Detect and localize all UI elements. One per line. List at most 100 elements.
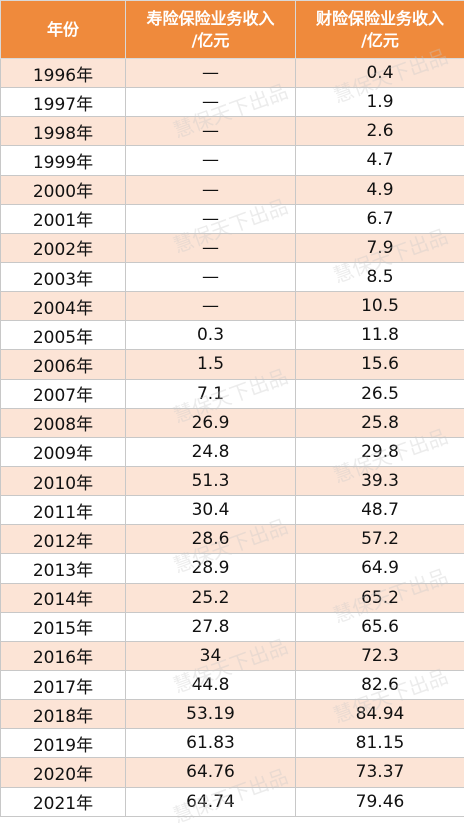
- header-text: 寿险保险业务收入: [126, 8, 295, 30]
- value-cell: 28.9: [126, 554, 296, 583]
- year-cell: 1999年: [1, 146, 126, 175]
- value-cell: —: [126, 292, 296, 321]
- value-cell: 73.37: [296, 758, 464, 787]
- year-cell: 2003年: [1, 262, 126, 291]
- year-cell: 1998年: [1, 117, 126, 146]
- value-cell: —: [126, 88, 296, 117]
- header-cell: 寿险保险业务收入/亿元: [126, 1, 296, 59]
- year-cell: 2004年: [1, 292, 126, 321]
- year-cell: 2001年: [1, 204, 126, 233]
- value-cell: 39.3: [296, 466, 464, 495]
- year-cell: 2015年: [1, 612, 126, 641]
- value-cell: 7.1: [126, 379, 296, 408]
- table-row: 1998年—2.6: [1, 117, 464, 146]
- year-cell: 2021年: [1, 787, 126, 816]
- value-cell: 6.7: [296, 204, 464, 233]
- value-cell: 53.19: [126, 700, 296, 729]
- table-row: 2001年—6.7: [1, 204, 464, 233]
- value-cell: 64.74: [126, 787, 296, 816]
- year-cell: 2008年: [1, 408, 126, 437]
- year-cell: 2009年: [1, 437, 126, 466]
- value-cell: 10.5: [296, 292, 464, 321]
- value-cell: 25.2: [126, 583, 296, 612]
- value-cell: —: [126, 59, 296, 88]
- value-cell: 29.8: [296, 437, 464, 466]
- value-cell: 65.2: [296, 583, 464, 612]
- year-cell: 2011年: [1, 496, 126, 525]
- value-cell: 1.5: [126, 350, 296, 379]
- value-cell: 1.9: [296, 88, 464, 117]
- header-text: 年份: [1, 19, 125, 41]
- year-cell: 2006年: [1, 350, 126, 379]
- value-cell: 4.7: [296, 146, 464, 175]
- header-cell: 年份: [1, 1, 126, 59]
- value-cell: 0.4: [296, 59, 464, 88]
- year-cell: 2013年: [1, 554, 126, 583]
- value-cell: 4.9: [296, 175, 464, 204]
- value-cell: 61.83: [126, 729, 296, 758]
- value-cell: 72.3: [296, 641, 464, 670]
- value-cell: 65.6: [296, 612, 464, 641]
- year-cell: 2007年: [1, 379, 126, 408]
- value-cell: 11.8: [296, 321, 464, 350]
- value-cell: 51.3: [126, 466, 296, 495]
- value-cell: 25.8: [296, 408, 464, 437]
- table-row: 1996年—0.4: [1, 59, 464, 88]
- year-cell: 1997年: [1, 88, 126, 117]
- table-row: 1997年—1.9: [1, 88, 464, 117]
- year-cell: 1996年: [1, 59, 126, 88]
- value-cell: 2.6: [296, 117, 464, 146]
- year-cell: 2012年: [1, 525, 126, 554]
- header-text: /亿元: [296, 30, 464, 52]
- value-cell: 44.8: [126, 670, 296, 699]
- value-cell: 24.8: [126, 437, 296, 466]
- value-cell: 48.7: [296, 496, 464, 525]
- header-text: 财险保险业务收入: [296, 8, 464, 30]
- year-cell: 2014年: [1, 583, 126, 612]
- value-cell: —: [126, 175, 296, 204]
- value-cell: 82.6: [296, 670, 464, 699]
- value-cell: 27.8: [126, 612, 296, 641]
- value-cell: 84.94: [296, 700, 464, 729]
- value-cell: 64.76: [126, 758, 296, 787]
- table-row: 1999年—4.7: [1, 146, 464, 175]
- value-cell: —: [126, 117, 296, 146]
- value-cell: 15.6: [296, 350, 464, 379]
- year-cell: 2018年: [1, 700, 126, 729]
- year-cell: 2010年: [1, 466, 126, 495]
- value-cell: 7.9: [296, 233, 464, 262]
- year-cell: 2019年: [1, 729, 126, 758]
- value-cell: 34: [126, 641, 296, 670]
- year-cell: 2016年: [1, 641, 126, 670]
- value-cell: 28.6: [126, 525, 296, 554]
- table-row: 2004年—10.5: [1, 292, 464, 321]
- table-row: 2002年—7.9: [1, 233, 464, 262]
- table-row: 2000年—4.9: [1, 175, 464, 204]
- header-row: 年份寿险保险业务收入/亿元财险保险业务收入/亿元: [1, 1, 464, 59]
- header-cell: 财险保险业务收入/亿元: [296, 1, 464, 59]
- year-cell: 2020年: [1, 758, 126, 787]
- value-cell: 64.9: [296, 554, 464, 583]
- value-cell: 79.46: [296, 787, 464, 816]
- value-cell: —: [126, 233, 296, 262]
- value-cell: 26.9: [126, 408, 296, 437]
- value-cell: —: [126, 204, 296, 233]
